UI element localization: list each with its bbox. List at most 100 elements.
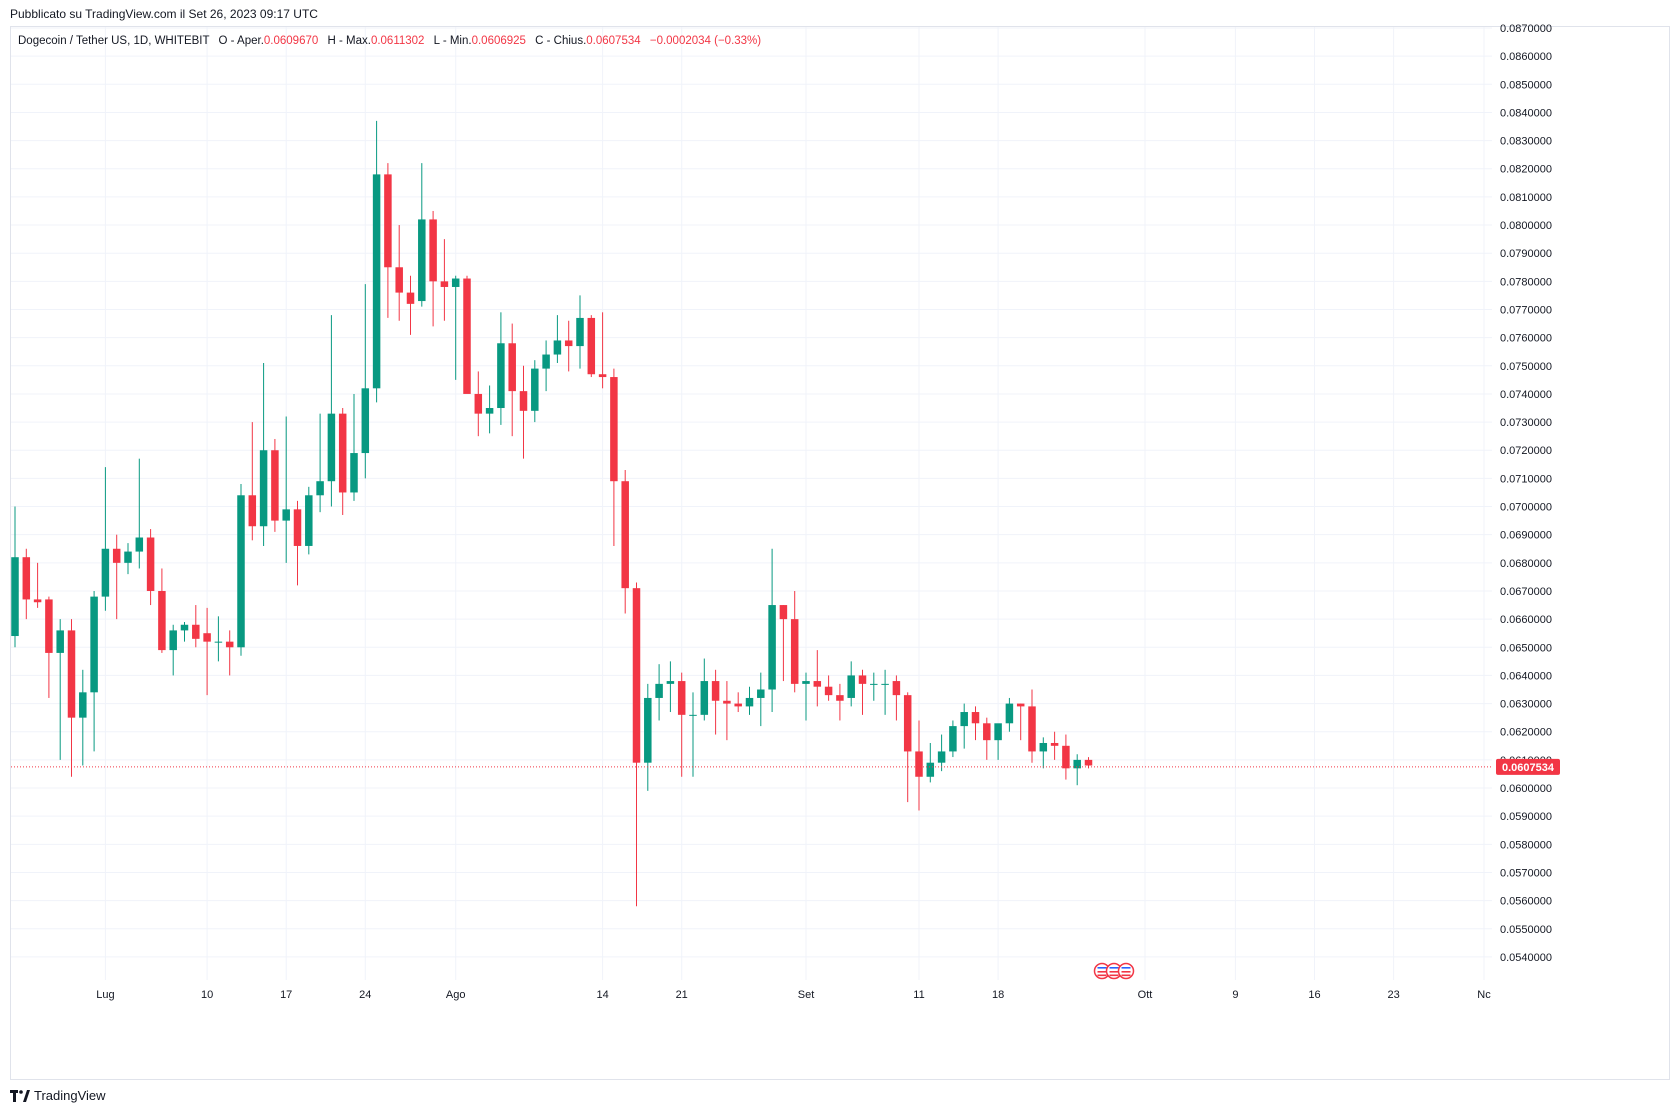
event-flag-icon-stripe xyxy=(1121,967,1131,969)
candle-body xyxy=(451,278,460,287)
tradingview-logo-icon xyxy=(10,1089,30,1102)
x-tick-label: 21 xyxy=(676,989,688,1001)
candle-body xyxy=(45,599,53,653)
candle-body xyxy=(406,292,415,304)
candle-body xyxy=(79,692,87,718)
candle-body xyxy=(350,453,358,493)
candle-body xyxy=(644,697,652,763)
candle-body xyxy=(926,762,935,777)
y-tick-label: 0.0540000 xyxy=(1500,952,1552,964)
candle-body xyxy=(1039,742,1048,752)
legend-close-label: C - Chius. xyxy=(535,35,587,47)
y-tick-label: 0.0580000 xyxy=(1500,839,1552,851)
legend-open-label: O - Aper. xyxy=(218,35,264,47)
tradingview-brand[interactable]: TradingView xyxy=(10,1088,106,1103)
candle-body xyxy=(1073,759,1081,769)
candle-body xyxy=(937,751,946,763)
candle-body xyxy=(497,343,505,409)
candle-body xyxy=(395,267,403,293)
candle-body xyxy=(22,557,31,600)
event-flag-icon-stripe xyxy=(1109,974,1119,977)
candle-body xyxy=(203,633,211,642)
candle-body xyxy=(293,509,302,546)
candle-body xyxy=(225,641,234,648)
x-tick-label: 11 xyxy=(913,989,924,1001)
x-tick-label: Ago xyxy=(446,989,466,1001)
candle-body xyxy=(971,712,980,724)
candle-body xyxy=(305,495,313,546)
y-tick-label: 0.0720000 xyxy=(1500,445,1552,457)
candle-body xyxy=(1050,742,1059,746)
brand-name: TradingView xyxy=(34,1088,106,1103)
candle-body xyxy=(858,675,867,684)
candle-body xyxy=(33,599,42,603)
candle-body xyxy=(632,588,641,763)
x-tick-label: 18 xyxy=(992,989,1004,1001)
candle-body xyxy=(870,683,878,685)
candle-body xyxy=(576,317,584,347)
candle-body xyxy=(689,714,697,716)
y-tick-label: 0.0560000 xyxy=(1500,896,1552,908)
legend-low-value: 0.0606925 xyxy=(471,35,526,47)
legend-open-value: 0.0609670 xyxy=(263,35,319,47)
candle-body xyxy=(440,281,449,287)
candle-body xyxy=(214,641,223,643)
candle-body xyxy=(655,683,663,698)
ohlc-legend: Dogecoin / Tether US, 1D, WHITEBIT O - A… xyxy=(18,35,761,47)
candle-body xyxy=(610,377,618,482)
event-flag-icon-stripe xyxy=(1121,971,1131,973)
candle-body xyxy=(259,450,268,527)
candle-body xyxy=(983,723,991,741)
legend-close-value: 0.0607534 xyxy=(586,35,641,47)
candle-body xyxy=(531,368,539,411)
x-tick-label: 16 xyxy=(1308,989,1320,1001)
candle-body xyxy=(553,340,562,355)
y-tick-label: 0.0800000 xyxy=(1500,220,1552,232)
candle-body xyxy=(316,481,324,496)
candle-body xyxy=(813,681,822,687)
candle-body xyxy=(734,703,742,707)
candle-body xyxy=(384,174,392,268)
candle-body xyxy=(700,681,709,715)
candle-body xyxy=(158,590,166,651)
y-tick-label: 0.0640000 xyxy=(1500,670,1552,682)
candle-body xyxy=(146,537,155,591)
y-tick-label: 0.0600000 xyxy=(1500,783,1552,795)
published-caption: Pubblicato su TradingView.com il Set 26,… xyxy=(10,7,318,21)
candle-body xyxy=(474,393,483,414)
candle-body xyxy=(587,317,596,375)
last-price-badge xyxy=(1496,758,1560,775)
x-tick-label: Nc xyxy=(1477,989,1491,1001)
candle-body xyxy=(11,557,19,637)
candle-body xyxy=(271,450,279,521)
y-tick-label: 0.0850000 xyxy=(1500,79,1552,91)
candle-body xyxy=(903,695,912,752)
candle-body xyxy=(790,619,799,684)
candle-body xyxy=(847,675,855,698)
candle-body xyxy=(327,413,336,482)
candle-body xyxy=(418,219,426,302)
y-tick-label: 0.0780000 xyxy=(1500,276,1552,288)
x-tick-label: 23 xyxy=(1387,989,1399,1001)
candle-body xyxy=(881,683,889,685)
y-tick-label: 0.0680000 xyxy=(1500,558,1552,570)
last-price-label: 0.0607534 xyxy=(1502,762,1555,774)
legend-symbol: Dogecoin / Tether US, 1D, WHITEBIT xyxy=(18,35,210,47)
candle-body xyxy=(372,174,381,389)
y-tick-label: 0.0690000 xyxy=(1500,530,1552,542)
y-tick-label: 0.0750000 xyxy=(1500,361,1552,373)
candle-body xyxy=(677,681,686,715)
candle-body xyxy=(915,751,923,777)
y-tick-label: 0.0650000 xyxy=(1500,642,1552,654)
candle-body xyxy=(1062,745,1070,769)
candle-body xyxy=(180,624,189,631)
candle-body xyxy=(485,408,494,414)
y-tick-label: 0.0660000 xyxy=(1500,614,1552,626)
y-tick-label: 0.0790000 xyxy=(1500,248,1552,260)
x-tick-label: Lug xyxy=(96,989,114,1001)
candle-body xyxy=(237,495,245,648)
candle-body xyxy=(1084,759,1093,766)
candle-body xyxy=(1005,703,1014,724)
candle-body xyxy=(508,343,516,392)
